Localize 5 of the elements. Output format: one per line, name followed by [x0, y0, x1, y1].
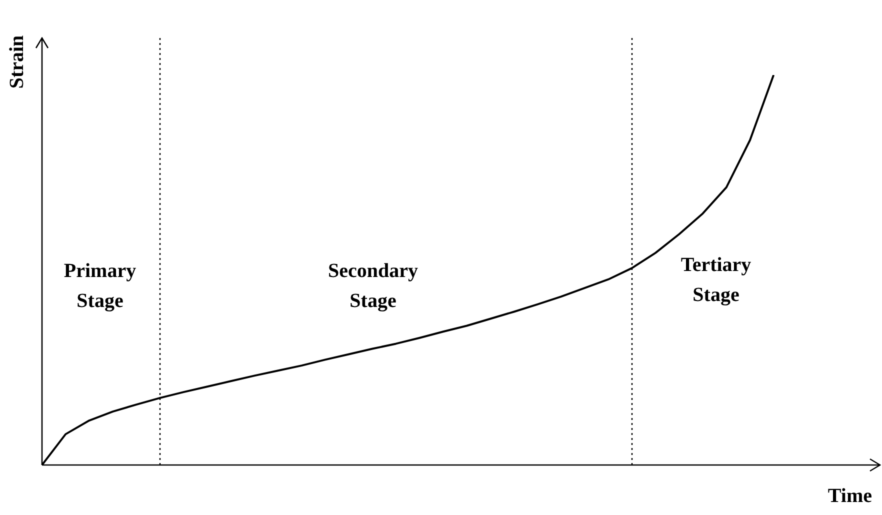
annotation: Primary Stage	[64, 260, 136, 312]
x-axis-title: Time	[828, 485, 872, 508]
annotation: Secondary Stage	[328, 260, 418, 312]
y-axis-title: Strain	[6, 35, 28, 89]
annotation: Tertiary Stage	[680, 254, 752, 306]
